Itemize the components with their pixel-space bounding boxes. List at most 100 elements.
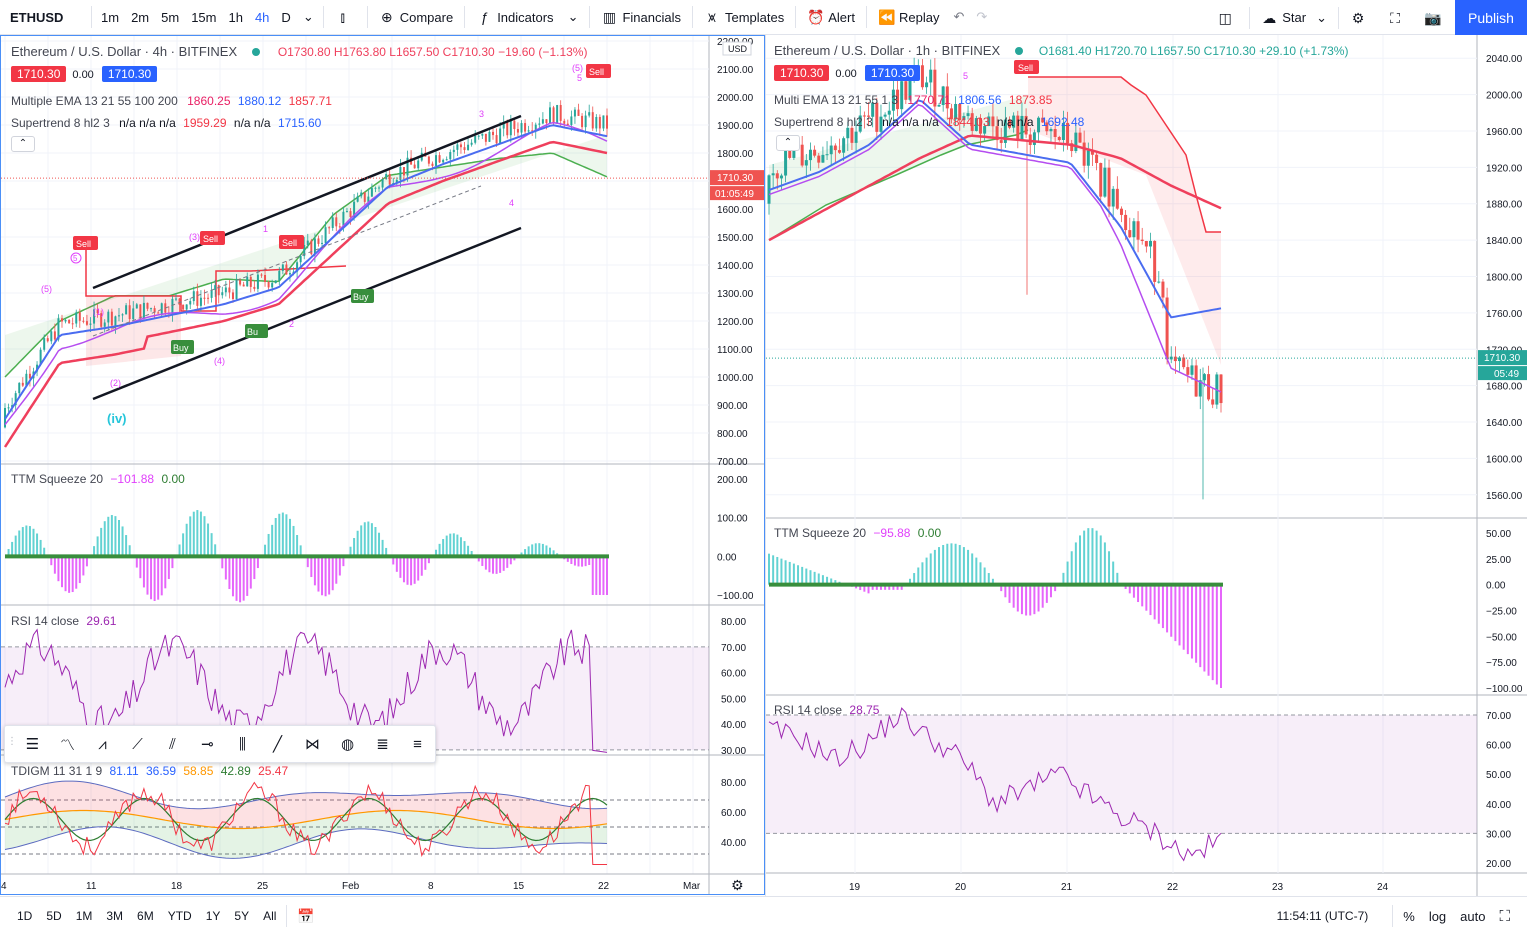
last-price-text: 1710.30 (717, 173, 754, 184)
time-tick-label: 18 (171, 881, 183, 892)
right-chart-canvas[interactable]: 2040.002000.001960.001920.001880.001840.… (766, 35, 1527, 896)
ask-price[interactable]: 1710.30 (101, 66, 158, 82)
timeframe-15m[interactable]: 15m (191, 9, 217, 25)
elliott-impulse-tool[interactable]: 〽 (50, 729, 85, 759)
fullscreen-icon: ⛶ (1390, 9, 1400, 26)
trend-line-tool[interactable]: ⟋ (120, 729, 155, 759)
candle-body (516, 129, 519, 133)
candle-body (1074, 132, 1078, 152)
legend-collapse-button[interactable]: ⌃ (11, 136, 35, 152)
horizontal-lines-tool[interactable]: ☰ (15, 729, 50, 759)
timeframe-4h[interactable]: 4h (254, 9, 270, 25)
range-ytd[interactable]: YTD (167, 909, 192, 923)
range-1m[interactable]: 1M (75, 909, 93, 923)
bid-price[interactable]: 1710.30 (11, 66, 67, 82)
candle-body (217, 285, 220, 296)
timeframe-5m[interactable]: 5m (161, 9, 180, 25)
chart-type-button[interactable]: ⫾ (327, 0, 364, 35)
price-tick-label: 1840.00 (1486, 236, 1523, 247)
fib-extension-tool[interactable]: ≡ (400, 729, 435, 759)
range-1d[interactable]: 1D (17, 909, 33, 923)
replay-button[interactable]: ⏪ Replay (870, 0, 947, 35)
ema-label: Multiple EMA 13 21 55 100 200 (11, 94, 178, 108)
auto-scale-toggle[interactable]: auto (1460, 908, 1486, 924)
snapshot-button[interactable]: 📷 (1416, 0, 1453, 35)
pitchfork-tool[interactable]: ⫼ (225, 729, 260, 759)
bar-chart-icon: ▥ (602, 9, 617, 25)
reset-scale-button[interactable]: ⛶ (1492, 908, 1517, 925)
range-5d[interactable]: 5D (46, 909, 62, 923)
symbol-search[interactable]: ETHUSD (10, 9, 64, 25)
timeframe-2m[interactable]: 2m (131, 9, 150, 25)
rsi-tick-label: 40.00 (721, 720, 746, 731)
parallel-channel-tool[interactable]: ⫽ (155, 729, 190, 759)
range-all[interactable]: All (263, 909, 277, 923)
candle-body (303, 245, 306, 257)
candle-body (264, 274, 267, 282)
candle-body (89, 323, 92, 325)
financials-button[interactable]: ▥ Financials (593, 0, 689, 35)
elliott-correction-tool[interactable]: ⩘ (85, 729, 120, 759)
candle-body (833, 145, 837, 151)
gann-fan-tool[interactable]: ◍ (330, 729, 365, 759)
sell-signal (279, 235, 304, 249)
templates-button[interactable]: ⩙ Templates (696, 0, 792, 35)
undo-button[interactable]: ↶ (947, 0, 970, 35)
publish-button[interactable]: Publish (1455, 0, 1527, 35)
candle-body (945, 86, 949, 109)
sell-signal (73, 236, 98, 250)
compare-button[interactable]: ⊕ Compare (371, 0, 461, 35)
candle-body (792, 149, 796, 158)
range-3m[interactable]: 3M (106, 909, 124, 923)
candle-body (82, 320, 85, 322)
star-button[interactable]: ☁ Star ⌄ (1253, 0, 1335, 35)
left-chart-canvas[interactable]: 2 200.00 2100.00 2000.00 1900.00 1800.00 1 700.… (1, 36, 764, 894)
range-1y[interactable]: 1Y (205, 909, 221, 923)
left-ema-legend: Multiple EMA 13 21 55 100 200 1860.25 18… (11, 94, 332, 108)
candle-body (324, 227, 327, 243)
top-toolbar: ETHUSD 1m 2m 5m 15m 1h 4h D ⌄ ⫾ ⊕ Compare ƒ Indi… (0, 0, 1527, 35)
date-range-button[interactable]: 📅 (290, 908, 321, 925)
clock-timezone[interactable]: 11:54:11 (UTC-7) (1276, 909, 1369, 923)
log-scale-toggle[interactable]: log (1428, 908, 1447, 924)
fib-retracement-tool[interactable]: ≣ (365, 729, 400, 759)
percent-scale-toggle[interactable]: % (1403, 908, 1415, 924)
bid-price[interactable]: 1710.30 (774, 65, 830, 81)
timeframe-1h[interactable]: 1h (228, 9, 243, 25)
price-tick-label: 2040.00 (1486, 54, 1523, 65)
settings-button[interactable]: ⚙ (1342, 0, 1379, 35)
candle-body (1132, 221, 1136, 238)
horizontal-ray-tool[interactable]: ⊸ (190, 729, 225, 759)
line-tool[interactable]: ╱ (260, 729, 295, 759)
ask-price[interactable]: 1710.30 (864, 65, 921, 81)
price-tick-label: 1500.00 (717, 233, 754, 244)
candle-body (883, 114, 887, 117)
range-6m[interactable]: 6M (137, 909, 154, 923)
tdi-lower-band (4, 826, 608, 859)
pattern-tool[interactable]: ⋈ (295, 729, 330, 759)
candle-body (335, 217, 338, 227)
candle-body (1041, 117, 1045, 123)
candle-body (431, 163, 434, 166)
layout-button[interactable]: ◫ (1209, 0, 1246, 35)
legend-collapse-button[interactable]: ⌃ (776, 135, 800, 151)
candle-body (96, 309, 99, 314)
redo-button[interactable]: ↷ (970, 0, 993, 35)
tdi-rsi-line (4, 781, 607, 865)
range-5y[interactable]: 5Y (234, 909, 250, 923)
timeframe-D[interactable]: D (281, 9, 291, 25)
left-chart-frame: 2 200.00 2100.00 2000.00 1900.00 1800.00 1 700.… (0, 35, 765, 895)
ttm-value-2: 0.00 (161, 472, 185, 486)
candle-body (570, 116, 573, 125)
interval-dropdown[interactable]: ⌄ (297, 0, 320, 35)
indicators-button[interactable]: ƒ Indicators ⌄ (468, 0, 586, 35)
timeframe-1m[interactable]: 1m (101, 9, 120, 25)
camera-icon: 📷 (1424, 9, 1442, 26)
drag-handle-icon[interactable]: ⋮ (7, 736, 17, 747)
ttm-value-1: −95.88 (873, 526, 911, 540)
sell-signal (1014, 60, 1039, 74)
candle-body (1045, 122, 1049, 132)
alert-button[interactable]: ⏰ Alert (799, 0, 863, 35)
channel-lower-line (92, 226, 522, 401)
fullscreen-button[interactable]: ⛶ (1379, 0, 1416, 35)
